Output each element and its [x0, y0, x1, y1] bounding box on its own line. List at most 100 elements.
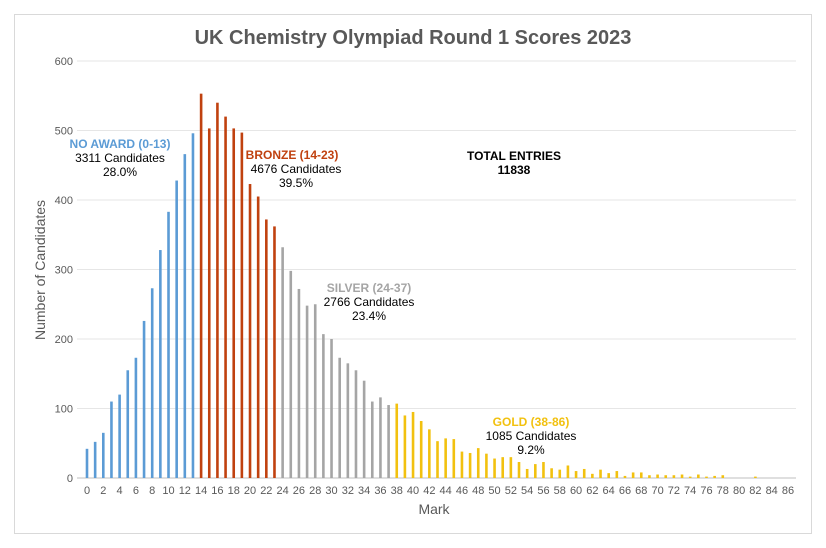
bar-mark-0 [85, 448, 89, 478]
x-tick-label: 24 [277, 485, 289, 497]
bar-mark-30 [330, 339, 333, 478]
bar-mark-38 [395, 403, 399, 478]
bar-mark-64 [607, 473, 610, 478]
x-tick-label: 26 [293, 485, 305, 497]
bar-mark-21 [256, 196, 260, 478]
gridlines [77, 60, 796, 479]
bar-mark-18 [232, 128, 236, 479]
x-tick-label: 10 [162, 485, 174, 497]
x-tick-label: 60 [570, 485, 582, 497]
bar-mark-58 [558, 469, 562, 478]
annotation-no-award-percent: 28.0% [103, 165, 137, 179]
annotation-bronze-candidates: 4676 Candidates [251, 162, 342, 176]
x-tick-label: 42 [423, 485, 435, 497]
annotation-no-award-candidates: 3311 Candidates [75, 151, 165, 165]
y-tick-label: 300 [55, 265, 73, 277]
bar-mark-16 [216, 102, 219, 478]
bar-mark-6 [134, 357, 138, 478]
annotation-bronze-percent: 39.5% [279, 176, 313, 190]
bar-mark-73 [680, 474, 684, 478]
x-tick-label: 38 [391, 485, 403, 497]
bar-mark-2 [102, 432, 105, 478]
bar-mark-43 [436, 441, 439, 478]
bar-mark-12 [183, 154, 187, 478]
annotation-gold: GOLD (38-86) 1085 Candidates 9.2% [486, 415, 577, 457]
bar-mark-41 [419, 421, 423, 478]
bar-mark-17 [224, 116, 227, 478]
x-tick-label: 64 [603, 485, 615, 497]
x-tick-label: 6 [133, 485, 139, 497]
annotation-gold-percent: 9.2% [517, 443, 545, 457]
x-axis-label: Mark [418, 501, 450, 517]
bar-mark-24 [281, 247, 284, 478]
bar-mark-40 [411, 411, 415, 478]
bar-mark-45 [452, 439, 456, 478]
x-tick-label: 86 [782, 485, 794, 497]
x-tick-label: 28 [309, 485, 321, 497]
x-tick-label: 56 [537, 485, 549, 497]
x-tick-label: 32 [342, 485, 354, 497]
x-tick-label: 44 [440, 485, 452, 497]
bar-mark-8 [150, 288, 154, 478]
bar-mark-34 [362, 380, 366, 478]
bar-mark-82 [754, 476, 757, 478]
x-tick-label: 34 [358, 485, 370, 497]
total-entries-label: TOTAL ENTRIES [467, 149, 561, 163]
bar-mark-70 [656, 474, 659, 478]
y-axis-ticks: 0 100 200 300 400 500 600 [55, 56, 73, 485]
y-axis-label: Number of Candidates [32, 200, 48, 340]
bar-mark-44 [444, 438, 447, 478]
bar-mark-31 [338, 357, 341, 478]
annotation-bronze-title: BRONZE (14-23) [246, 148, 339, 162]
x-tick-label: 58 [554, 485, 566, 497]
bar-mark-10 [167, 211, 170, 478]
x-tick-label: 16 [211, 485, 223, 497]
annotation-no-award-title: NO AWARD (0-13) [70, 137, 171, 151]
total-entries: TOTAL ENTRIES 11838 [467, 149, 561, 177]
x-tick-label: 74 [684, 485, 696, 497]
annotation-bronze: BRONZE (14-23) 4676 Candidates 39.5% [246, 148, 342, 190]
bar-mark-68 [639, 472, 643, 478]
bar-mark-56 [542, 462, 545, 478]
annotation-silver: SILVER (24-37) 2766 Candidates 23.4% [324, 281, 415, 323]
x-tick-label: 80 [733, 485, 745, 497]
bar-mark-61 [582, 468, 586, 478]
x-tick-label: 30 [325, 485, 337, 497]
annotation-gold-title: GOLD (38-86) [493, 415, 570, 429]
x-tick-label: 0 [84, 485, 90, 497]
bar-mark-1 [93, 441, 97, 478]
bar-mark-28 [313, 304, 317, 478]
bar-mark-59 [566, 465, 570, 478]
bar-mark-76 [705, 476, 708, 478]
bar-mark-42 [428, 429, 431, 478]
bar-mark-33 [354, 370, 358, 478]
annotation-silver-percent: 23.4% [352, 309, 386, 323]
bar-mark-35 [370, 401, 374, 478]
annotation-no-award: NO AWARD (0-13) 3311 Candidates 28.0% [70, 137, 171, 179]
bar-mark-50 [493, 458, 496, 478]
x-tick-label: 40 [407, 485, 419, 497]
x-tick-label: 50 [488, 485, 500, 497]
y-tick-label: 500 [55, 126, 73, 138]
total-entries-value: 11838 [498, 163, 531, 177]
bar-mark-23 [273, 226, 276, 478]
x-tick-label: 62 [586, 485, 598, 497]
x-tick-label: 12 [179, 485, 191, 497]
x-axis-ticks: 0 2 4 6 8 10 12 14 16 18 20 22 24 26 28 30 32 34 36 38 40 42 4… [84, 485, 794, 497]
bar-mark-37 [387, 405, 390, 478]
y-tick-label: 0 [67, 473, 73, 485]
bar-mark-55 [534, 464, 537, 478]
bar-mark-20 [248, 184, 252, 478]
x-tick-label: 70 [651, 485, 663, 497]
bar-mark-69 [648, 475, 651, 478]
x-tick-label: 54 [521, 485, 533, 497]
bar-mark-54 [525, 468, 529, 478]
bar-mark-71 [664, 475, 668, 478]
bar-mark-39 [403, 415, 407, 478]
bar-mark-3 [110, 401, 113, 478]
x-tick-label: 78 [717, 485, 729, 497]
x-tick-label: 46 [456, 485, 468, 497]
bar-mark-57 [550, 468, 553, 478]
x-tick-label: 20 [244, 485, 256, 497]
x-tick-label: 8 [149, 485, 155, 497]
